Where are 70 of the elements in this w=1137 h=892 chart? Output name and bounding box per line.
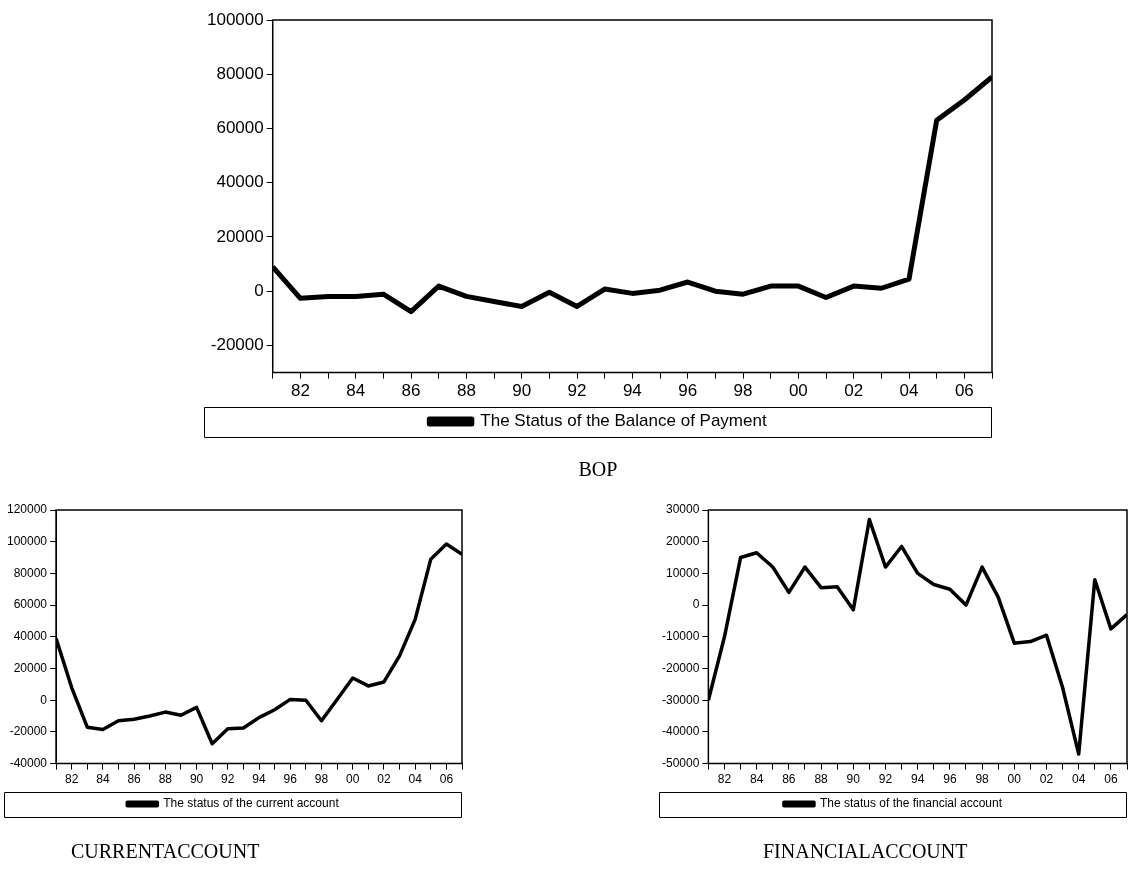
x-tick-label: 88 bbox=[456, 381, 476, 401]
y-tick-label: -40000 bbox=[661, 724, 700, 739]
y-tick-label: -20000 bbox=[9, 724, 48, 739]
y-tick-label: -40000 bbox=[9, 755, 48, 770]
text: CURRENTACCOUNT bbox=[71, 840, 260, 863]
x-tick-label: 96 bbox=[943, 772, 957, 787]
y-tick-label: 30000 bbox=[665, 502, 700, 517]
y-tick-label: 20000 bbox=[13, 660, 48, 675]
x-tick-label: 90 bbox=[512, 381, 532, 401]
y-tick-label: 80000 bbox=[13, 565, 48, 580]
y-tick-label: 0 bbox=[692, 597, 700, 612]
y-tick-label: -20000 bbox=[210, 335, 264, 355]
y-tick-label: 120000 bbox=[7, 502, 48, 517]
x-tick-label: 98 bbox=[733, 381, 753, 401]
x-tick-label: 00 bbox=[788, 381, 808, 401]
x-tick-label: 88 bbox=[814, 772, 829, 787]
legend-label: The status of the current account bbox=[163, 796, 340, 811]
x-tick-label: 06 bbox=[954, 381, 974, 401]
y-tick-label: 100000 bbox=[7, 534, 48, 549]
y-tick-label: 20000 bbox=[216, 226, 264, 246]
x-tick-label: 02 bbox=[1039, 772, 1054, 787]
x-tick-label: 84 bbox=[749, 772, 764, 787]
y-tick-label: 0 bbox=[40, 692, 48, 707]
legend-label: The status of the financial account bbox=[819, 796, 1003, 811]
x-tick-label: 84 bbox=[346, 381, 366, 401]
x-tick-label: 92 bbox=[567, 381, 587, 401]
x-tick-label: 98 bbox=[314, 772, 329, 787]
y-tick-label: 60000 bbox=[216, 118, 264, 138]
x-tick-label: 94 bbox=[911, 772, 925, 787]
y-tick-label: 60000 bbox=[13, 597, 48, 612]
y-tick-label: 100000 bbox=[206, 9, 264, 29]
x-tick-label: 88 bbox=[158, 772, 173, 787]
x-tick-label: 86 bbox=[782, 772, 796, 787]
text: BOP bbox=[578, 458, 618, 481]
y-tick-label: 20000 bbox=[665, 534, 700, 549]
y-tick-label: -20000 bbox=[661, 660, 700, 675]
x-tick-label: 04 bbox=[408, 772, 423, 787]
y-tick-label: -50000 bbox=[661, 755, 700, 770]
x-tick-label: 04 bbox=[899, 381, 919, 401]
x-tick-label: 06 bbox=[439, 772, 454, 787]
y-tick-label: 40000 bbox=[216, 172, 264, 192]
x-tick-label: 04 bbox=[1072, 772, 1086, 787]
y-tick-label: 40000 bbox=[13, 629, 48, 644]
y-tick-label: 80000 bbox=[216, 63, 264, 83]
x-tick-label: 06 bbox=[1104, 772, 1118, 787]
x-tick-label: 84 bbox=[96, 772, 110, 787]
legend-label: The Status of the Balance of Payment bbox=[480, 411, 767, 431]
x-tick-label: 00 bbox=[346, 772, 360, 787]
x-tick-label: 98 bbox=[975, 772, 990, 787]
x-tick-label: 86 bbox=[127, 772, 142, 787]
x-tick-label: 94 bbox=[622, 381, 642, 401]
x-tick-label: 90 bbox=[846, 772, 861, 787]
x-tick-label: 00 bbox=[1007, 772, 1022, 787]
x-tick-label: 92 bbox=[878, 772, 893, 787]
x-tick-label: 82 bbox=[64, 772, 79, 787]
x-tick-label: 82 bbox=[290, 381, 310, 401]
x-tick-label: 94 bbox=[252, 772, 267, 787]
x-tick-label: 96 bbox=[283, 772, 298, 787]
x-tick-label: 92 bbox=[221, 772, 235, 787]
x-tick-label: 86 bbox=[401, 381, 421, 401]
text: FINANCIALACCOUNT bbox=[763, 840, 968, 863]
y-tick-label: -10000 bbox=[661, 629, 700, 644]
x-tick-label: 96 bbox=[678, 381, 698, 401]
y-tick-label: 0 bbox=[254, 280, 264, 300]
x-tick-label: 90 bbox=[189, 772, 204, 787]
x-tick-label: 02 bbox=[377, 772, 391, 787]
y-tick-label: -30000 bbox=[661, 692, 700, 707]
x-tick-label: 02 bbox=[844, 381, 864, 401]
y-tick-label: 10000 bbox=[665, 565, 700, 580]
x-tick-label: 82 bbox=[717, 772, 732, 787]
